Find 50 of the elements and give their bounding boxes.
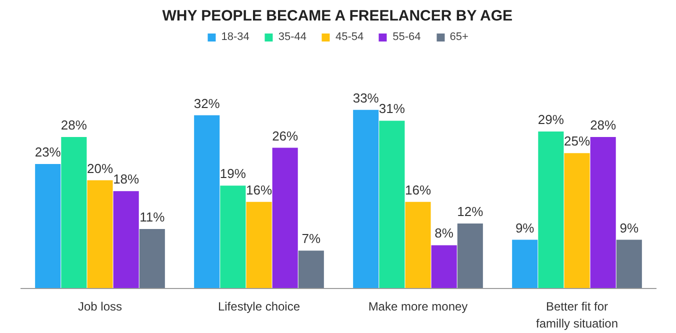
data-label: 9% [515, 220, 535, 236]
data-label: 26% [272, 128, 299, 144]
bar [35, 164, 61, 288]
data-label: 7% [302, 231, 321, 246]
bar [457, 224, 483, 288]
data-label: 31% [378, 101, 406, 116]
data-label: 8% [434, 226, 454, 241]
legend-label: 65+ [450, 31, 470, 43]
bar [379, 120, 405, 288]
data-label: 28% [60, 117, 88, 132]
data-label: 12% [457, 204, 484, 220]
bar [616, 240, 642, 288]
bar [512, 240, 538, 288]
data-label: 16% [404, 182, 432, 198]
legend-label: 35-44 [278, 31, 306, 43]
bar [564, 153, 590, 288]
data-label: 9% [620, 220, 639, 236]
data-label: 11% [140, 209, 166, 224]
legend-label: 45-54 [336, 31, 364, 43]
data-label: 23% [34, 144, 62, 160]
bar [87, 180, 113, 288]
bar [194, 115, 220, 288]
bar [405, 202, 431, 288]
data-label: 18% [113, 172, 140, 187]
data-label: 16% [246, 182, 272, 198]
bar [538, 132, 564, 288]
x-tick-label: Lifestyle choice [218, 300, 300, 314]
bar [353, 110, 379, 288]
x-tick-label: Make more money [368, 300, 468, 314]
bar [590, 136, 616, 288]
legend-label: 18-34 [221, 31, 250, 43]
bar [246, 202, 272, 288]
data-label: 33% [352, 90, 380, 106]
x-tick-label: Better fit for familly situation [536, 300, 618, 330]
data-label: 20% [86, 160, 114, 176]
data-label: 19% [220, 166, 246, 182]
data-label: 29% [538, 112, 564, 128]
x-tick-label: Job loss [78, 300, 122, 314]
data-label: 25% [564, 134, 590, 149]
bar [431, 245, 457, 288]
bar [272, 148, 298, 288]
bar [298, 250, 324, 288]
bar [113, 191, 139, 288]
bar [61, 136, 87, 288]
legend-label: 55-64 [392, 31, 421, 43]
bar [139, 228, 165, 288]
data-label: 28% [590, 117, 617, 132]
chart-title: WHY PEOPLE BECAME A FREELANCER BY AGE [162, 8, 513, 24]
data-label: 32% [194, 96, 220, 111]
bar [220, 186, 246, 288]
